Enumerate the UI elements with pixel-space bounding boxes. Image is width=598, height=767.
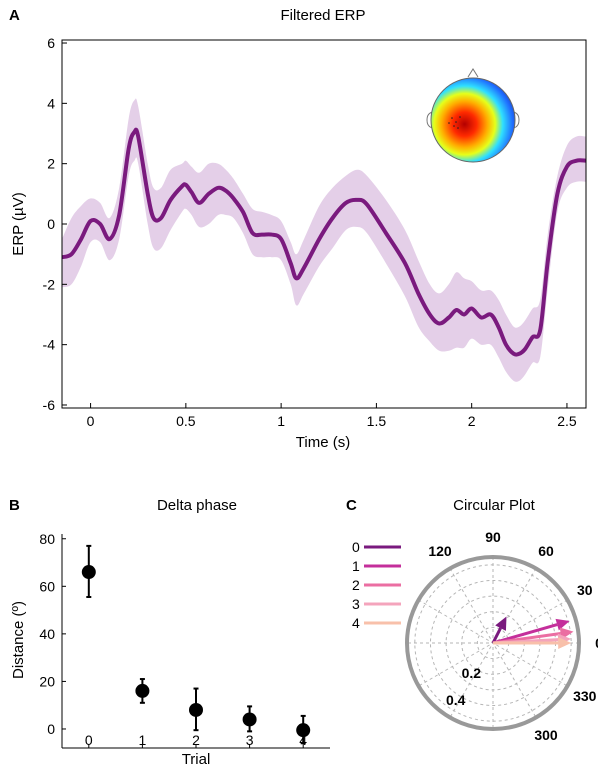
delta-phase-point-group	[135, 678, 150, 704]
polar-angle-label: 90	[485, 529, 501, 545]
scalp-topography-inset	[426, 68, 520, 163]
polar-angle-label: 120	[428, 543, 452, 559]
delta-phase-point	[242, 712, 257, 727]
polar-radial-label: 0.4	[446, 692, 466, 708]
polar-arrow-shaft	[491, 627, 502, 644]
polar-angle-label: 30	[577, 582, 593, 598]
delta-phase-x-tick-label: 2	[192, 732, 200, 748]
delta-phase-y-axis-label: Distance (º)	[10, 601, 27, 679]
delta-phase-point	[189, 702, 203, 717]
erp-y-axis-label: ERP (µV)	[10, 192, 27, 255]
polar-arrow-shaft	[492, 623, 558, 645]
erp-y-tick-label: -2	[43, 276, 56, 292]
delta-phase-x-tick-label: 1	[139, 732, 147, 748]
erp-chart-title: Filtered ERP	[280, 7, 365, 24]
legend-label: 4	[352, 615, 360, 631]
erp-mean-line	[62, 127, 586, 357]
delta-phase-x-tick-label: 3	[246, 732, 254, 748]
erp-y-tick-label: -4	[43, 337, 56, 353]
delta-phase-x-tick-label: 0	[85, 732, 93, 748]
erp-x-axis-label: Time (s)	[296, 434, 350, 451]
polar-arrow-head	[558, 637, 572, 649]
polar-angle-label: 60	[538, 543, 554, 559]
erp-chart: Filtered ERP 0 0.5 1 1.5 2 2.5 -6 -4 -2 0 2 4 6 Tim…	[10, 7, 587, 451]
polar-arrow-1	[492, 618, 570, 645]
erp-x-tick-label: 0	[87, 413, 95, 429]
polar-radial-label: 0.2	[462, 665, 482, 681]
delta-phase-point-group	[296, 714, 311, 745]
legend-label: 3	[352, 596, 360, 612]
delta-phase-title: Delta phase	[157, 497, 237, 514]
delta-phase-y-tick-label: 60	[39, 578, 55, 594]
polar-arrow-head	[495, 616, 507, 631]
panel-label-a: A	[9, 7, 20, 24]
delta-phase-point	[81, 565, 96, 580]
polar-arrow-4	[493, 637, 572, 649]
erp-x-tick-label: 1	[277, 413, 285, 429]
polar-angle-label: 0	[595, 635, 598, 651]
legend-label: 2	[352, 577, 360, 593]
delta-phase-point-group	[81, 544, 96, 599]
delta-phase-y-tick-label: 0	[47, 721, 55, 737]
delta-phase-point	[296, 723, 311, 738]
polar-arrow-head	[555, 618, 570, 631]
legend-label: 0	[352, 539, 360, 555]
polar-angle-label: 300	[534, 727, 558, 743]
polar-angle-label: 330	[573, 688, 597, 704]
erp-x-tick-label: 1.5	[367, 413, 387, 429]
delta-phase-point-group	[242, 705, 257, 733]
delta-phase-y-tick-label: 20	[39, 673, 55, 689]
delta-phase-point	[135, 683, 150, 698]
erp-y-tick-label: 0	[47, 216, 55, 232]
erp-x-tick-label: 0.5	[176, 413, 196, 429]
circular-plot: Circular Plot 90603003303001200.20.4 012…	[352, 497, 598, 743]
panel-label-b: B	[9, 497, 20, 514]
legend-label: 1	[352, 558, 360, 574]
polar-arrow-0	[491, 616, 507, 644]
erp-x-tick-label: 2.5	[557, 413, 577, 429]
erp-y-tick-label: -6	[43, 397, 56, 413]
delta-phase-y-tick-label: 40	[39, 626, 55, 642]
erp-x-tick-label: 2	[468, 413, 476, 429]
delta-phase-x-axis-label: Trial	[182, 751, 211, 767]
erp-y-tick-label: 2	[47, 156, 55, 172]
erp-y-tick-label: 4	[47, 95, 55, 111]
circular-plot-title: Circular Plot	[453, 497, 536, 514]
delta-phase-y-tick-label: 80	[39, 531, 55, 547]
panel-label-c: C	[346, 497, 357, 514]
delta-phase-point-group	[189, 687, 203, 732]
erp-y-tick-label: 6	[47, 35, 55, 51]
polar-outer-ring	[405, 555, 581, 731]
